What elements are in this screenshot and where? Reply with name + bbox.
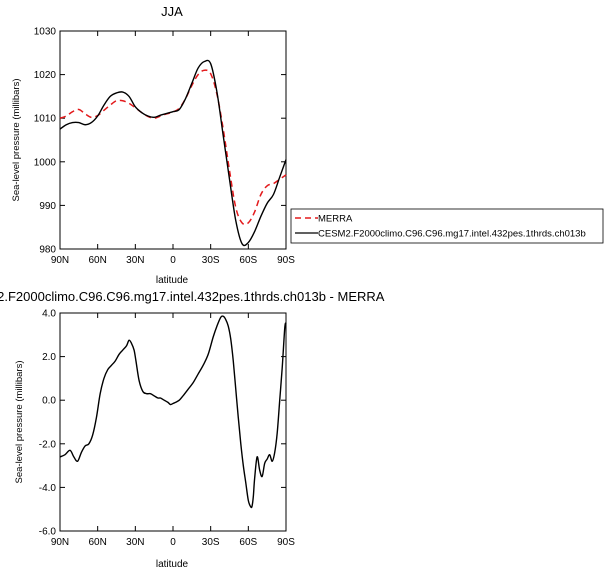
bottom-x-axis-label: latitude bbox=[156, 559, 189, 570]
top-series-merra-line bbox=[59, 69, 287, 226]
bottom-x-tick-label: 30N bbox=[126, 537, 144, 548]
top-x-ticks: 90N 60N 30N 0 30S 60S 90S bbox=[51, 31, 295, 266]
bottom-title: CESM2.F2000climo.C96.C96.mg17.intel.432p… bbox=[0, 289, 385, 304]
top-y-tick-label: 1020 bbox=[34, 70, 57, 81]
bottom-y-axis-label: Sea-level pressure (millibars) bbox=[14, 360, 25, 483]
bottom-series-difference-line bbox=[59, 315, 287, 509]
top-y-tick-label: 1000 bbox=[34, 157, 57, 168]
bottom-y-ticks: -6.0 -4.0 -2.0 0.0 2.0 4.0 bbox=[39, 309, 286, 538]
bottom-x-tick-label: 90S bbox=[277, 537, 295, 548]
top-y-tick-label: 1030 bbox=[34, 27, 57, 38]
top-title: JJA bbox=[161, 4, 183, 19]
legend-merra-label: MERRA bbox=[318, 214, 353, 225]
top-y-tick-label: 1010 bbox=[34, 114, 57, 125]
bottom-y-tick-label: -4.0 bbox=[39, 483, 57, 494]
top-x-tick-label: 90N bbox=[51, 255, 69, 266]
top-x-tick-label: 30S bbox=[202, 255, 220, 266]
top-x-tick-label: 0 bbox=[170, 255, 176, 266]
bottom-x-ticks: 90N 60N 30N 0 30S 60S 90S bbox=[51, 313, 295, 548]
legend-box bbox=[290, 208, 604, 244]
top-panel: JJA 980 990 1000 1010 1020 1030 90N 60N 30N 0 30S… bbox=[11, 4, 295, 286]
top-y-axis-label: Sea-level pressure (millibars) bbox=[11, 78, 22, 201]
legend: MERRA CESM2.F2000climo.C96.C96.mg17.inte… bbox=[290, 208, 604, 244]
bottom-y-tick-label: 2.0 bbox=[42, 352, 56, 363]
bottom-x-tick-label: 60S bbox=[239, 537, 257, 548]
bottom-y-tick-label: 4.0 bbox=[42, 309, 56, 320]
top-y-tick-label: 980 bbox=[39, 245, 56, 256]
top-y-ticks: 980 990 1000 1010 1020 1030 bbox=[34, 27, 286, 256]
bottom-x-tick-label: 60N bbox=[88, 537, 106, 548]
bottom-x-tick-label: 30S bbox=[202, 537, 220, 548]
top-y-tick-label: 990 bbox=[39, 201, 56, 212]
top-x-tick-label: 60S bbox=[239, 255, 257, 266]
top-series-cesm2-line bbox=[59, 59, 287, 247]
bottom-panel: CESM2.F2000climo.C96.C96.mg17.intel.432p… bbox=[0, 289, 385, 570]
top-x-tick-label: 90S bbox=[277, 255, 295, 266]
bottom-y-tick-label: -6.0 bbox=[39, 527, 57, 538]
bottom-y-tick-label: 0.0 bbox=[42, 396, 56, 407]
legend-cesm2-label: CESM2.F2000climo.C96.C96.mg17.intel.432p… bbox=[318, 229, 586, 240]
top-x-axis-label: latitude bbox=[156, 275, 189, 286]
bottom-x-tick-label: 90N bbox=[51, 537, 69, 548]
top-x-tick-label: 60N bbox=[88, 255, 106, 266]
bottom-plot-frame bbox=[59, 312, 287, 532]
bottom-y-tick-label: -2.0 bbox=[39, 439, 57, 450]
top-x-tick-label: 30N bbox=[126, 255, 144, 266]
top-plot-frame bbox=[59, 30, 287, 250]
bottom-x-tick-label: 0 bbox=[170, 537, 176, 548]
